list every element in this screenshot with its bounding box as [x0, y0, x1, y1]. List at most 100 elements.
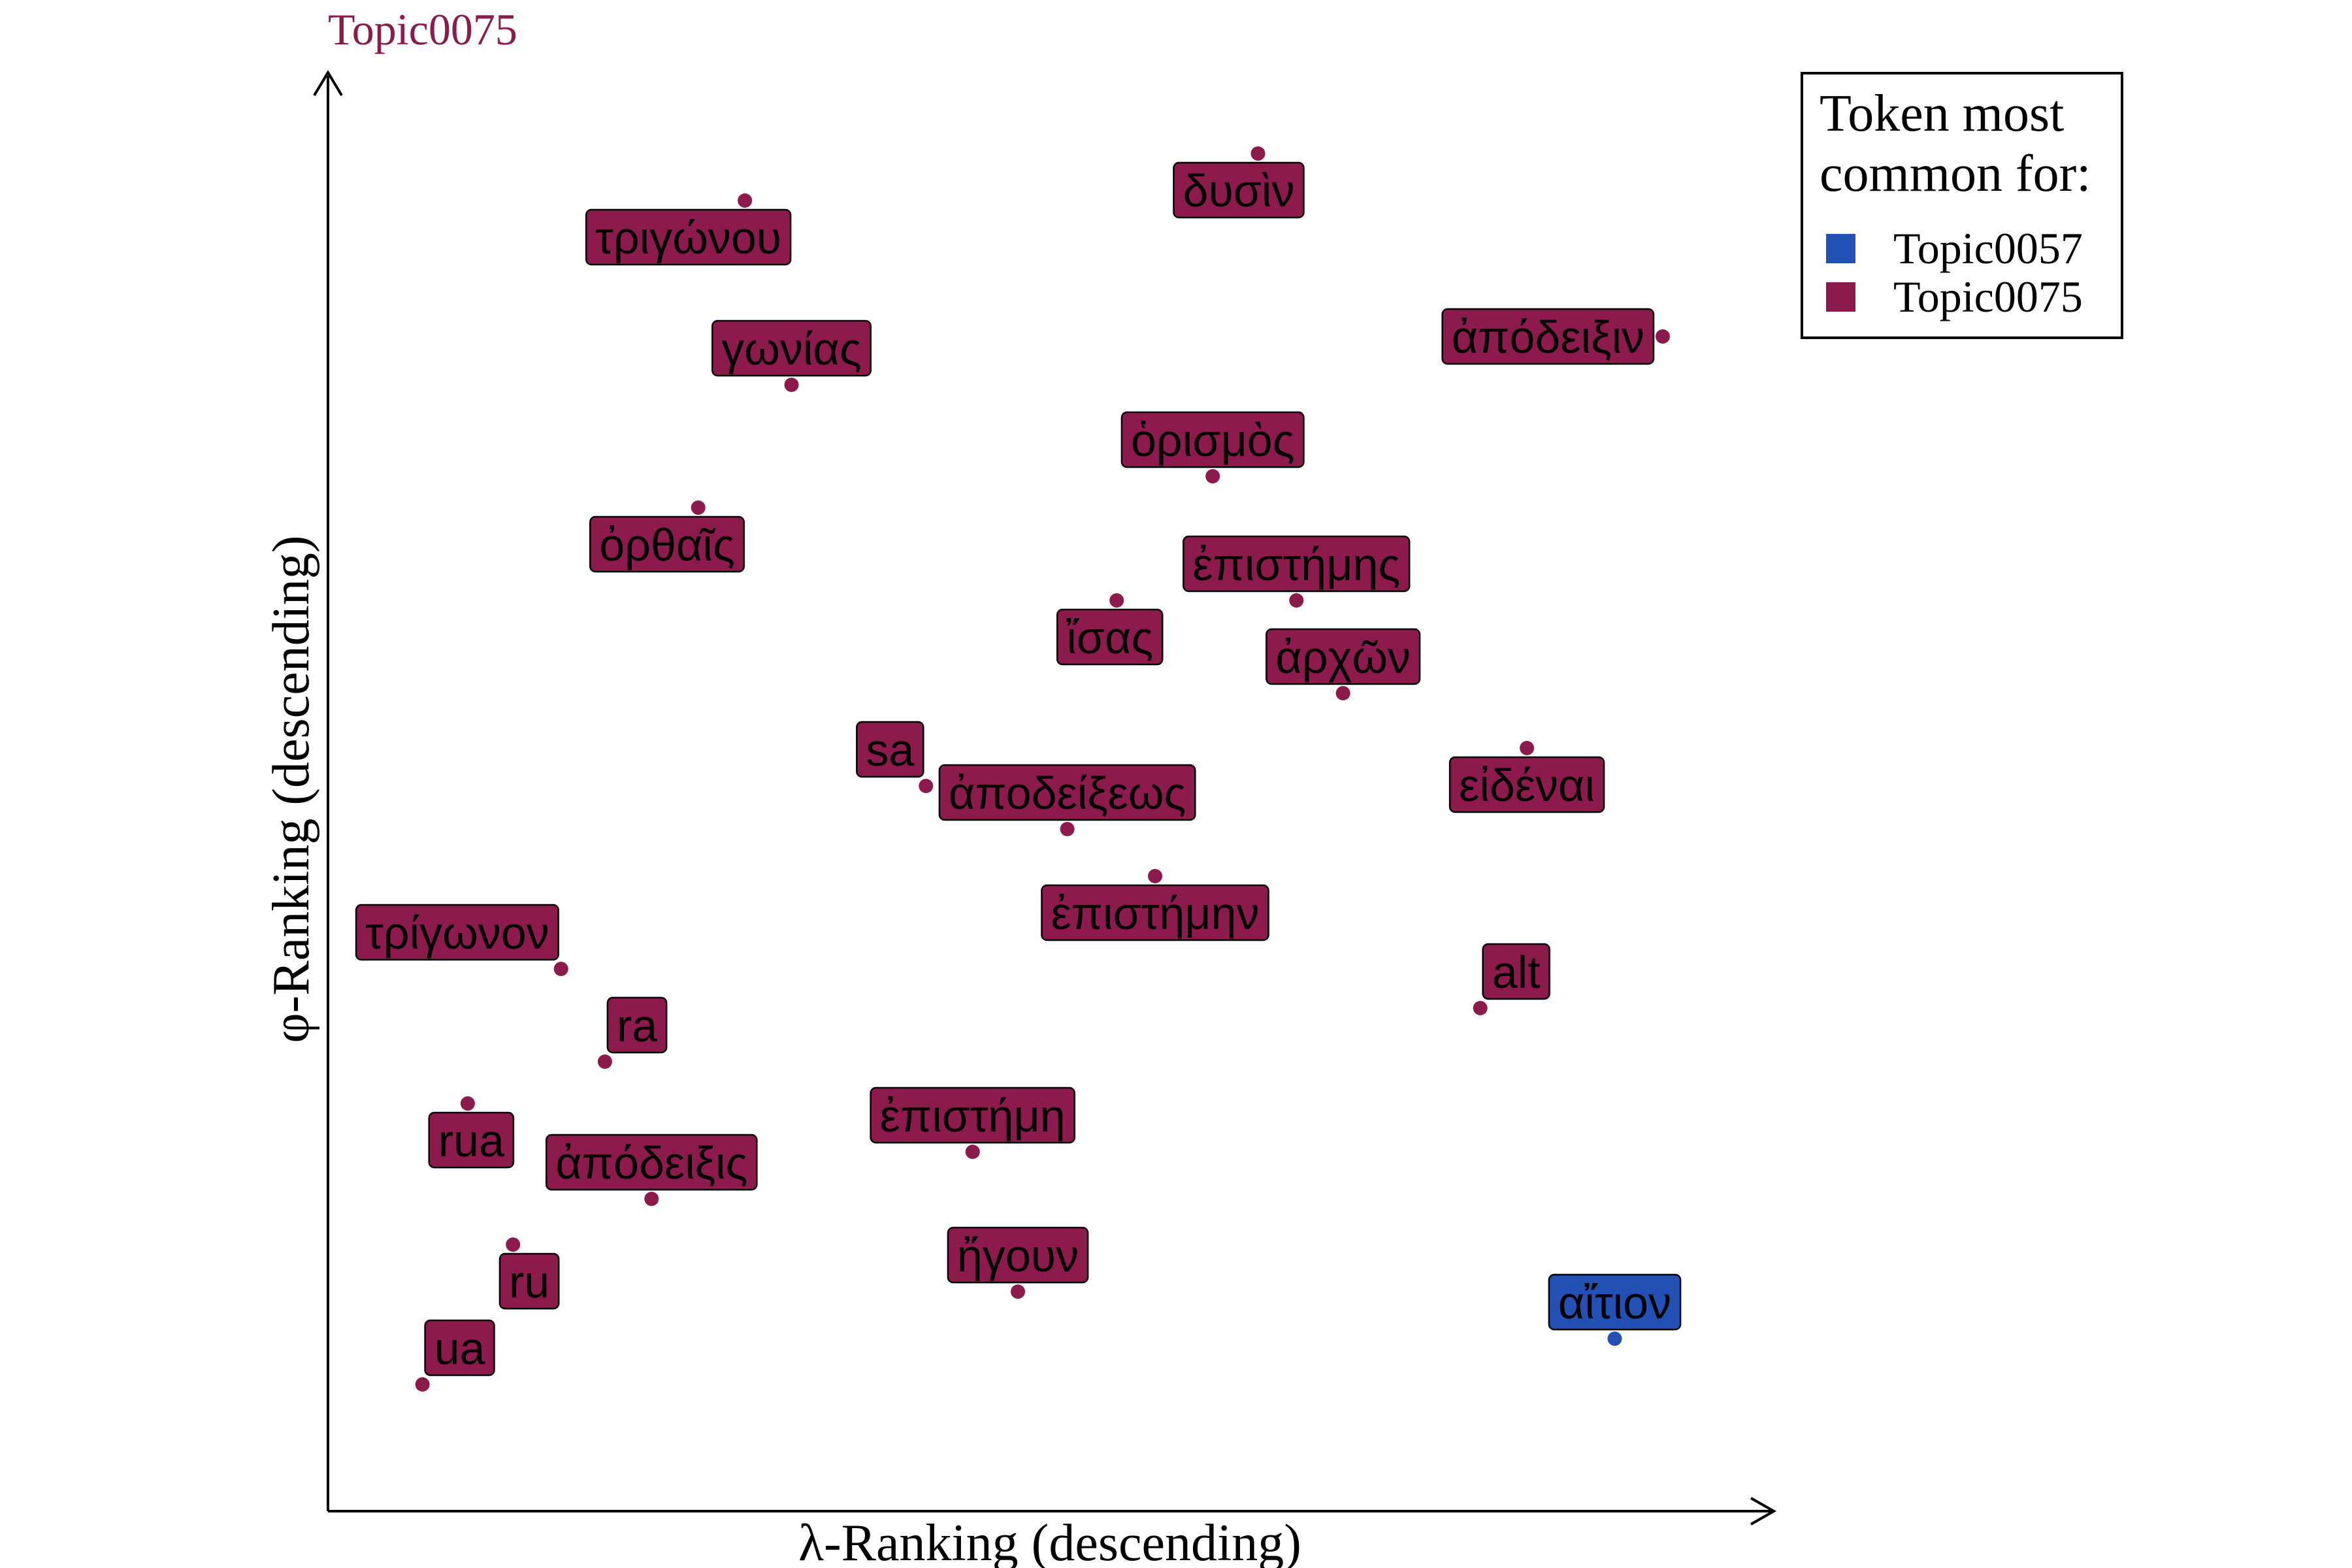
point-marker: [1289, 593, 1304, 608]
point-marker: [784, 378, 799, 392]
y-axis-label: φ-Ranking (descending): [263, 535, 320, 1043]
point-label-box: [870, 1086, 1076, 1144]
point-label-text: ἤγουν: [957, 1230, 1079, 1281]
chart-title: Topic0075: [328, 5, 517, 54]
point-label-box: [938, 764, 1196, 821]
point-label-box: [1183, 535, 1411, 593]
point-marker: [738, 193, 753, 208]
point-label: ὁρισμὸς: [1120, 411, 1305, 468]
point-label-box: [424, 1319, 495, 1377]
point-marker: [691, 500, 706, 515]
point-label-box: [1266, 628, 1421, 685]
point-marker: [644, 1192, 659, 1206]
point-label: ἀποδείξεως: [938, 764, 1196, 821]
point-label: τριγώνου: [585, 208, 792, 266]
legend-label-topic0057: Topic0057: [1893, 223, 2083, 273]
point-label-text: δυσὶν: [1183, 165, 1294, 216]
point-label-box: [498, 1252, 560, 1310]
point-label: αἴτιον: [1548, 1273, 1682, 1331]
point-label-text: ἀπόδειξιν: [1452, 312, 1644, 363]
point-marker: [506, 1237, 521, 1252]
point-label-box: [1120, 411, 1305, 468]
point-label-text: ἐπιστήμην: [1051, 888, 1259, 939]
point-label-box: [1441, 308, 1655, 365]
point-marker: [919, 779, 934, 793]
point-label: ἀπόδειξιν: [1441, 308, 1655, 365]
point-label-box: [546, 1134, 758, 1191]
point-marker: [1060, 822, 1075, 836]
point-marker: [597, 1054, 612, 1069]
point-marker: [1148, 869, 1162, 883]
point-label-text: rua: [438, 1115, 504, 1166]
point-label-text: ru: [509, 1256, 549, 1307]
point-label-text: ἀρχῶν: [1275, 632, 1411, 683]
point-label-box: [585, 208, 792, 266]
point-marker: [1607, 1331, 1622, 1346]
axes: [313, 70, 1777, 1526]
point-label-text: τριγώνου: [595, 212, 781, 263]
point-label-text: ua: [434, 1323, 485, 1374]
point-label-box: [355, 904, 559, 961]
point-label-text: sa: [866, 725, 914, 776]
legend: Token most common for: Topic0057 Topic00…: [1801, 72, 2123, 339]
point-label-box: [606, 996, 668, 1054]
point-label-box: [428, 1111, 515, 1169]
point-label-box: [1448, 756, 1605, 813]
x-axis-arrowhead: [1750, 1497, 1777, 1526]
point-label-box: [1173, 161, 1305, 219]
point-label-text: ὀρθαῖς: [599, 519, 734, 570]
point-label-text: ra: [617, 1000, 657, 1051]
point-marker: [1205, 469, 1220, 483]
legend-swatch-topic0075: [1826, 282, 1855, 312]
point-label-text: γωνίας: [721, 323, 861, 374]
point-label: ἐπιστήμη: [870, 1086, 1076, 1144]
point-label-text: ἀπόδειξις: [555, 1137, 747, 1188]
point-label: ua: [424, 1319, 495, 1377]
point-label-box: [856, 721, 924, 778]
point-marker: [1520, 741, 1535, 755]
point-label-box: [589, 515, 745, 573]
point-marker: [1250, 146, 1266, 161]
point-label-box: [1548, 1273, 1682, 1331]
legend-swatch-topic0057: [1826, 234, 1855, 263]
point-marker: [1011, 1284, 1025, 1299]
point-label: ru: [498, 1252, 560, 1310]
labels-layer: δυσὶν τριγώνου ἀπόδειξιν γωνίας ὁρισμὸς ὀρθαῖ…: [355, 161, 1682, 1377]
legend-title-line1: Token most: [1820, 85, 2064, 142]
point-label: ἤγουν: [947, 1226, 1089, 1284]
point-label-box: [1041, 884, 1269, 941]
point-label: τρίγωνον: [355, 904, 559, 961]
point-label: ὀρθαῖς: [589, 515, 745, 573]
point-label-text: ἀποδείξεως: [949, 768, 1186, 819]
point-label-text: ἴσας: [1066, 612, 1153, 663]
point-marker: [553, 962, 568, 976]
point-label-box: [1056, 608, 1164, 666]
y-axis-arrowhead: [313, 70, 343, 97]
point-marker: [1109, 593, 1124, 608]
point-label-text: τρίγωνον: [365, 907, 549, 958]
points-layer: [415, 146, 1670, 1392]
point-label: ra: [606, 996, 668, 1054]
point-label: ἐπιστήμην: [1041, 884, 1269, 941]
point-label-text: εἰδέναι: [1459, 760, 1595, 811]
legend-title-line2: common for:: [1820, 145, 2091, 203]
point-label-box: [947, 1226, 1089, 1284]
point-marker: [1335, 686, 1350, 700]
point-label-text: ἐπιστήμης: [1192, 539, 1400, 590]
point-label: εἰδέναι: [1448, 756, 1605, 813]
point-marker: [1656, 329, 1670, 344]
point-label: alt: [1482, 943, 1550, 1000]
legend-label-topic0075: Topic0075: [1893, 272, 2083, 321]
point-marker: [415, 1377, 430, 1392]
point-label: ἴσας: [1056, 608, 1164, 666]
point-label: ἐπιστήμης: [1183, 535, 1411, 593]
point-marker: [460, 1096, 475, 1111]
point-label: rua: [428, 1111, 515, 1169]
x-axis-label: λ-Ranking (descending): [798, 1514, 1301, 1568]
point-label-box: [711, 319, 872, 377]
point-label: δυσὶν: [1173, 161, 1305, 219]
point-label-text: ὁρισμὸς: [1131, 415, 1295, 466]
point-label: ἀρχῶν: [1266, 628, 1421, 685]
